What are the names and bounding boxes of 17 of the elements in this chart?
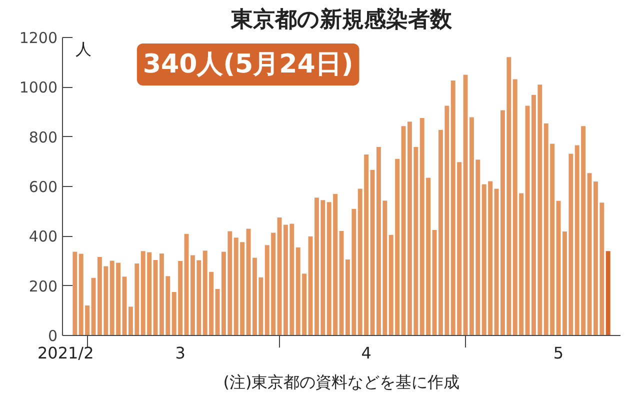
y-tick-label: 1200 <box>19 29 58 47</box>
text: (注)東京都の資料などを基に作成 <box>223 372 460 392</box>
bar <box>72 252 78 336</box>
bar <box>606 251 610 336</box>
y-tick-label: 0 <box>48 327 58 345</box>
y-tick-label: 600 <box>28 178 58 196</box>
x-tick-label: 4 <box>361 344 372 362</box>
y-tick-label: 1000 <box>19 78 58 97</box>
chart-title: 東京都の新規感染者数 <box>230 6 453 32</box>
x-tick-label: 2021/2 <box>37 344 94 362</box>
y-tick-label: 400 <box>28 228 58 246</box>
x-tick-label: 3 <box>175 344 186 362</box>
y-tick-label: 200 <box>28 277 58 296</box>
x-tick-label: 5 <box>553 344 564 362</box>
y-axis-title: 人 <box>76 40 92 58</box>
annotation: 340人(5月24日) <box>142 50 354 80</box>
y-tick-label: 800 <box>28 128 58 146</box>
